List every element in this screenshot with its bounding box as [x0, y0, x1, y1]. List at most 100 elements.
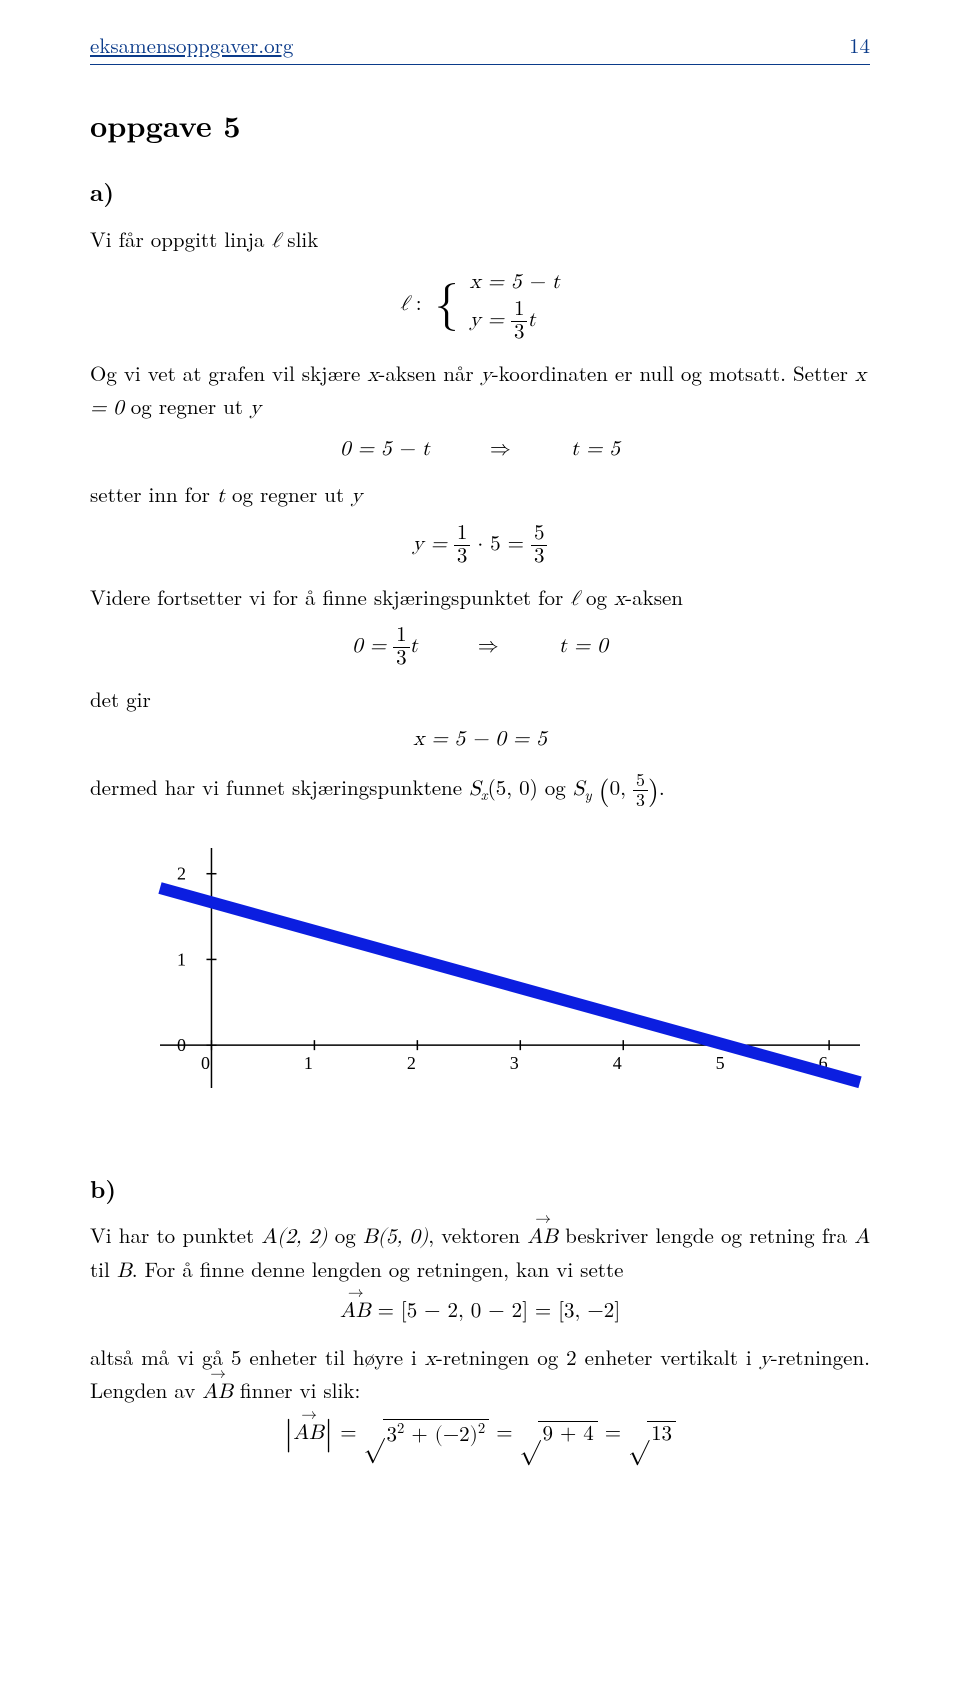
cases: x = 5 − t y = 13t	[470, 267, 560, 344]
x: x	[367, 365, 378, 386]
num: 1	[511, 299, 528, 322]
vector-AB: AB	[527, 1223, 558, 1253]
B: B	[117, 1261, 132, 1282]
S: S	[469, 779, 481, 800]
text: beskriver lengde og retning fra	[558, 1220, 854, 1250]
eq: · 5 =	[470, 534, 531, 555]
ell: ℓ	[400, 294, 409, 315]
eq: 0 =	[352, 636, 393, 657]
coords: (5, 0)	[488, 772, 538, 802]
eq-row-1: 0 = 5 − t ⇒ t = 5	[90, 435, 870, 465]
eq: y =	[470, 310, 511, 331]
sqrt-icon: √13	[628, 1421, 676, 1447]
ell: ℓ	[272, 231, 281, 252]
num: 1	[454, 523, 471, 546]
A: A	[854, 1227, 870, 1248]
svg-text:2: 2	[407, 1053, 416, 1073]
y: y	[351, 486, 362, 507]
svg-text:0: 0	[201, 1053, 210, 1073]
S: S	[573, 779, 585, 800]
text: dermed har vi funnet skjæringspunktene	[90, 772, 469, 802]
text: Videre fortsetter vi for å finne skjærin…	[90, 582, 570, 612]
x: x	[425, 1349, 436, 1370]
text: Vi har to punktet	[90, 1220, 261, 1250]
brace-icon: {	[435, 281, 459, 329]
eq-length-AB: |AB| = √32 + (−2)2 = √9 + 4 = √13	[90, 1419, 870, 1449]
text: altså må vi gå 5 enheter til høyre i	[90, 1342, 425, 1372]
site-link[interactable]: eksamensoppgaver.org	[90, 30, 293, 60]
vector-AB: AB	[202, 1378, 233, 1408]
eq: =	[605, 1423, 628, 1444]
ell: ℓ	[570, 589, 579, 610]
y: y	[250, 398, 261, 419]
text: og	[538, 772, 573, 802]
para-4: Videre fortsetter vi for å finne skjærin…	[90, 582, 870, 615]
t: t	[217, 486, 225, 507]
t: t	[527, 310, 535, 331]
sub: y	[584, 784, 591, 805]
arrow-icon: ⇒	[478, 632, 499, 662]
page: eksamensoppgaver.org 14 oppgave 5 a) Vi …	[0, 0, 960, 1523]
text: finner vi slik:	[233, 1375, 360, 1405]
text: og regner ut	[225, 479, 351, 509]
svg-text:5: 5	[716, 1053, 725, 1073]
page-header: eksamensoppgaver.org 14	[90, 30, 870, 65]
text: Og vi vet at grafen vil skjære	[90, 358, 367, 388]
graph: 0123456012	[90, 838, 870, 1135]
svg-text:1: 1	[177, 950, 186, 970]
eq-vector-AB: AB = [5 − 2, 0 − 2] = [3, −2]	[90, 1297, 870, 1327]
den: 3	[393, 648, 410, 670]
eq: =	[496, 1423, 519, 1444]
para-2: Og vi vet at grafen vil skjære x-aksen n…	[90, 358, 870, 425]
part-a-label: a)	[90, 175, 870, 210]
eq-y-value: y = 13 · 5 = 53	[90, 523, 870, 568]
para-5: det gir	[90, 684, 870, 714]
text: . For å finne denne lengden og retningen…	[132, 1254, 624, 1284]
svg-text:1: 1	[304, 1053, 313, 1073]
rad: + (−2)	[404, 1425, 477, 1446]
eq-line-def: ℓ : { x = 5 − t y = 13t	[90, 267, 870, 344]
sqrt-icon: √9 + 4	[520, 1421, 598, 1447]
svg-text:2: 2	[177, 864, 186, 884]
text: , vektoren	[428, 1220, 527, 1250]
point-A: A(2, 2)	[261, 1227, 327, 1248]
text: -aksen når	[378, 358, 480, 388]
x: x	[614, 589, 625, 610]
den: 3	[511, 322, 528, 344]
svg-text:3: 3	[510, 1053, 519, 1073]
vector-AB: AB	[340, 1297, 371, 1327]
line-chart: 0123456012	[90, 838, 870, 1128]
rad: 3	[387, 1425, 398, 1446]
eq: = [5 − 2, 0 − 2] = [3, −2]	[371, 1301, 620, 1322]
eq: =	[333, 1423, 363, 1444]
svg-text:0: 0	[177, 1035, 186, 1055]
svg-text:4: 4	[613, 1053, 622, 1073]
vector-AB: AB	[293, 1419, 324, 1449]
text: og	[327, 1220, 362, 1250]
eq-row-2: 0 = 13t ⇒ t = 0	[90, 625, 870, 670]
text: -koordinaten er null og motsatt. Setter	[492, 358, 855, 388]
problem-title: oppgave 5	[90, 103, 870, 147]
eq: x = 5 − 0 = 5	[413, 729, 546, 750]
den: 3	[633, 791, 648, 810]
text: og regner ut	[124, 391, 250, 421]
text: til	[90, 1254, 117, 1284]
coords: 0,	[610, 772, 633, 802]
text: -aksen	[625, 582, 683, 612]
text: slik	[280, 224, 318, 254]
para-b1: Vi har to punktet A(2, 2) og B(5, 0), ve…	[90, 1220, 870, 1287]
text: og	[579, 582, 614, 612]
text: Vi får oppgitt linja	[90, 224, 272, 254]
sub: x	[481, 784, 488, 805]
para-6: dermed har vi funnet skjæringspunktene S…	[90, 769, 870, 810]
rad: 13	[647, 1421, 676, 1447]
rad: 9 + 4	[538, 1421, 597, 1447]
eq-x-value: x = 5 − 0 = 5	[90, 725, 870, 755]
para-intro: Vi får oppgitt linja ℓ slik	[90, 224, 870, 257]
y: y	[481, 365, 492, 386]
arrow-icon: ⇒	[490, 435, 511, 465]
eq-lhs: 0 = 5 − t	[340, 435, 430, 465]
text: -retningen og 2 enheter vertikalt i	[436, 1342, 760, 1372]
den: 3	[531, 546, 548, 568]
text: .	[659, 772, 665, 802]
